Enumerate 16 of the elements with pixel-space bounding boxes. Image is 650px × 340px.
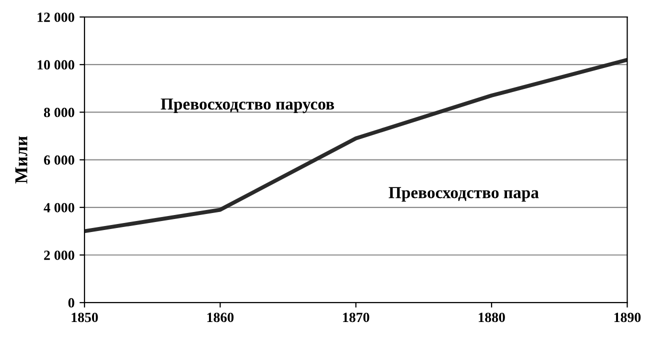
line-series bbox=[84, 58, 628, 234]
x-tick-label: 1890 bbox=[614, 312, 641, 322]
y-tick-label: 12 000 bbox=[38, 12, 74, 22]
annotation: Превосходство парусов bbox=[160, 98, 334, 114]
annotation: Превосходство пара bbox=[388, 187, 539, 202]
y-tick-label: 6 000 bbox=[44, 155, 74, 165]
x-tick-label: 1860 bbox=[207, 312, 234, 322]
y-tick-label: 10 000 bbox=[38, 60, 74, 70]
x-tick-label: 1870 bbox=[343, 312, 370, 322]
x-tick-label: 1850 bbox=[72, 312, 98, 322]
y-tick-label: 4 000 bbox=[44, 202, 74, 212]
y-axis-title: Мили bbox=[15, 136, 28, 184]
x-tick-label: 1880 bbox=[478, 312, 505, 322]
y-tick-label: 2 000 bbox=[44, 250, 74, 260]
y-tick-label: 8 000 bbox=[44, 108, 74, 118]
y-tick-label: 0 bbox=[68, 298, 74, 308]
